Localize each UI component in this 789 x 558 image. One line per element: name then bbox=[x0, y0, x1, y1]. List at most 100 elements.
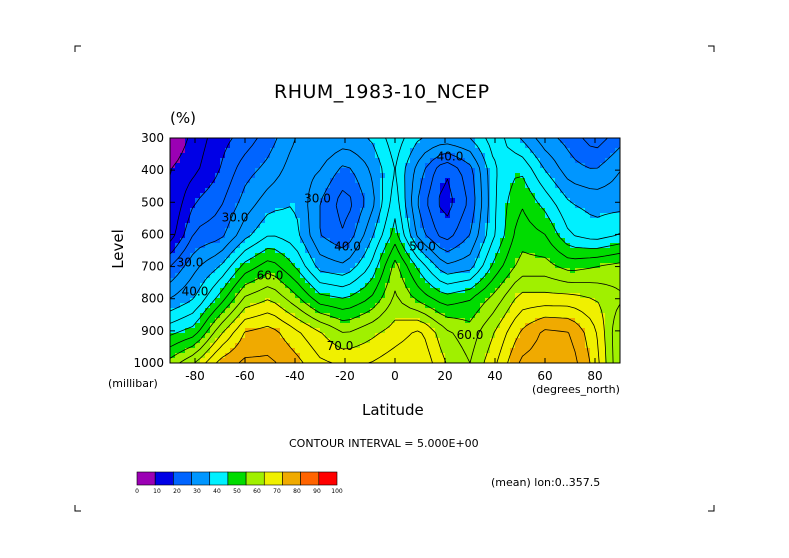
field-cell bbox=[600, 148, 606, 154]
field-cell bbox=[415, 223, 421, 229]
field-cell bbox=[590, 188, 596, 194]
field-cell bbox=[350, 358, 356, 363]
field-cell bbox=[550, 298, 556, 304]
field-cell bbox=[570, 183, 576, 189]
field-cell bbox=[300, 173, 306, 179]
field-cell bbox=[305, 218, 311, 224]
field-cell bbox=[535, 288, 541, 294]
field-cell bbox=[315, 228, 321, 234]
field-cell bbox=[565, 328, 571, 334]
field-cell bbox=[315, 143, 321, 149]
colorbar-swatch bbox=[227, 471, 247, 486]
field-cell bbox=[280, 233, 286, 239]
field-cell bbox=[475, 303, 481, 309]
field-cell bbox=[450, 358, 456, 363]
field-cell bbox=[530, 298, 536, 304]
field-cell bbox=[495, 158, 501, 164]
field-cell bbox=[600, 333, 606, 339]
field-cell bbox=[245, 213, 251, 219]
contour-label: 40.0 bbox=[182, 285, 209, 299]
field-cell bbox=[260, 328, 266, 334]
field-cell bbox=[475, 228, 481, 234]
field-cell bbox=[525, 223, 531, 229]
field-cell bbox=[600, 258, 606, 264]
field-cell bbox=[455, 308, 461, 314]
field-cell bbox=[205, 293, 211, 299]
field-cell bbox=[300, 328, 306, 334]
colorbar: 0 10 20 30 40 50 60 70 80 90 100 bbox=[135, 471, 343, 495]
field-cell bbox=[455, 278, 461, 284]
contour-line bbox=[170, 175, 620, 336]
field-cell bbox=[535, 248, 541, 254]
field-cell bbox=[605, 213, 611, 219]
field-cell bbox=[475, 173, 481, 179]
field-cell bbox=[220, 228, 226, 234]
field-cell bbox=[195, 193, 201, 199]
field-cell bbox=[325, 228, 331, 234]
field-cell bbox=[380, 358, 386, 363]
field-cell bbox=[425, 343, 431, 349]
field-cell bbox=[240, 153, 246, 159]
field-cell bbox=[615, 308, 620, 314]
field-cell bbox=[210, 303, 216, 309]
field-cell bbox=[465, 218, 471, 224]
field-cell bbox=[375, 348, 381, 354]
field-cell bbox=[280, 253, 286, 259]
field-cell bbox=[340, 218, 346, 224]
field-cell bbox=[175, 323, 181, 329]
field-cell bbox=[590, 243, 596, 249]
field-cell bbox=[365, 278, 371, 284]
field-cell bbox=[475, 153, 481, 159]
field-cell bbox=[585, 318, 591, 324]
field-cell bbox=[560, 143, 566, 149]
x-tick-label: 60 bbox=[537, 369, 552, 383]
field-cell bbox=[185, 308, 191, 314]
field-cell bbox=[230, 313, 236, 319]
field-cell bbox=[220, 213, 226, 219]
field-cell bbox=[400, 313, 406, 319]
field-cell bbox=[530, 243, 536, 249]
field-cell bbox=[345, 228, 351, 234]
field-cell bbox=[465, 303, 471, 309]
field-cell bbox=[435, 298, 441, 304]
field-cell bbox=[355, 163, 361, 169]
field-cell bbox=[470, 348, 476, 354]
field-cell bbox=[170, 233, 176, 239]
field-cell bbox=[380, 163, 386, 169]
field-cell bbox=[480, 198, 486, 204]
field-cell bbox=[190, 318, 196, 324]
field-cell bbox=[400, 253, 406, 259]
field-cell bbox=[505, 143, 511, 149]
field-cell bbox=[170, 293, 176, 299]
field-cell bbox=[190, 293, 196, 299]
field-cell bbox=[530, 348, 536, 354]
field-cell bbox=[370, 278, 376, 284]
field-cell bbox=[580, 278, 586, 284]
field-cell bbox=[415, 278, 421, 284]
field-cell bbox=[260, 343, 266, 349]
field-cell bbox=[305, 338, 311, 344]
field-cell bbox=[215, 278, 221, 284]
field-cell bbox=[315, 303, 321, 309]
field-cell bbox=[495, 198, 501, 204]
field-cell bbox=[175, 328, 181, 334]
field-cell bbox=[370, 178, 376, 184]
field-cell bbox=[505, 303, 511, 309]
field-cell bbox=[565, 288, 571, 294]
field-cell bbox=[375, 138, 381, 144]
field-cell bbox=[475, 248, 481, 254]
x-tick-label: -60 bbox=[235, 369, 255, 383]
field-cell bbox=[300, 223, 306, 229]
field-cell bbox=[245, 143, 251, 149]
field-cell bbox=[310, 243, 316, 249]
field-cell bbox=[405, 168, 411, 174]
field-cell bbox=[345, 243, 351, 249]
field-cell bbox=[205, 233, 211, 239]
field-cell bbox=[440, 173, 446, 179]
field-cell bbox=[285, 203, 291, 209]
field-cell bbox=[580, 193, 586, 199]
contour-lines bbox=[170, 138, 620, 363]
field-cell bbox=[400, 273, 406, 279]
field-cell bbox=[205, 283, 211, 289]
field-cell bbox=[220, 168, 226, 174]
